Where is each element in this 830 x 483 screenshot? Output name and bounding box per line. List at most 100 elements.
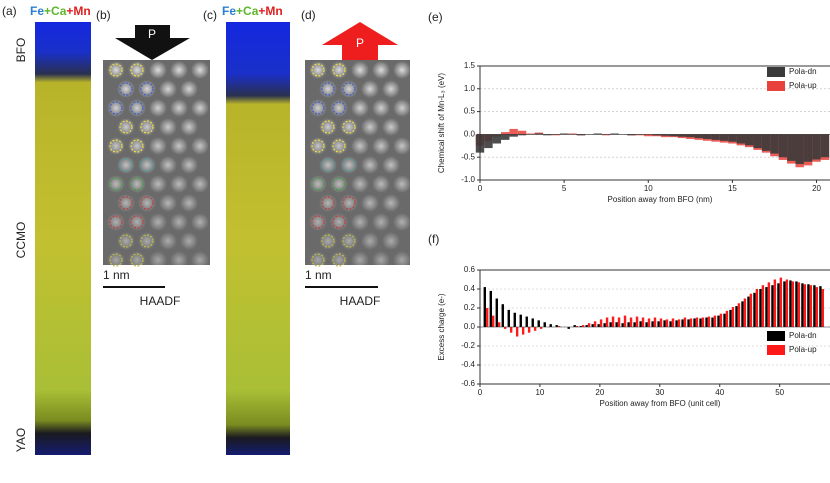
panel-label: (d) bbox=[301, 8, 316, 22]
area-slice bbox=[559, 133, 569, 135]
bar bbox=[519, 314, 522, 327]
bar bbox=[593, 321, 597, 327]
area-slice bbox=[660, 134, 670, 136]
area-slice bbox=[610, 133, 619, 135]
atom-column bbox=[361, 118, 379, 136]
bar bbox=[807, 284, 810, 327]
atom-column bbox=[159, 194, 177, 212]
atom-column bbox=[382, 194, 400, 212]
legend-label: Pola-dn bbox=[789, 331, 817, 340]
atom-column bbox=[180, 194, 198, 212]
bar bbox=[803, 284, 807, 327]
axes-frame bbox=[479, 65, 830, 181]
layer-label: CCMO bbox=[14, 222, 28, 259]
bar bbox=[491, 315, 495, 327]
bar bbox=[669, 321, 672, 327]
bar bbox=[747, 296, 750, 327]
area-slice bbox=[753, 134, 762, 149]
atom-marker bbox=[321, 82, 335, 96]
atom-column bbox=[393, 99, 411, 117]
eds-map bbox=[226, 22, 290, 455]
bar bbox=[555, 325, 558, 327]
bar bbox=[527, 327, 531, 333]
atom-marker bbox=[311, 215, 325, 229]
bar bbox=[635, 316, 639, 327]
atom-marker bbox=[109, 253, 123, 267]
bar bbox=[701, 317, 705, 327]
atom-column bbox=[382, 156, 400, 174]
legend-swatch bbox=[767, 81, 785, 91]
bar bbox=[771, 285, 774, 327]
area-slice bbox=[509, 128, 518, 135]
bar bbox=[713, 315, 717, 327]
bar bbox=[717, 315, 720, 327]
atom-column bbox=[393, 213, 411, 231]
area-slice bbox=[719, 134, 729, 141]
area-slice bbox=[484, 134, 493, 149]
atom-marker bbox=[109, 177, 123, 191]
bar bbox=[591, 324, 594, 327]
area-slice bbox=[803, 134, 813, 162]
x-tick-label: 0 bbox=[478, 184, 483, 193]
x-tick-label: 50 bbox=[775, 388, 784, 397]
atom-marker bbox=[332, 139, 346, 153]
bar bbox=[743, 298, 747, 327]
bar bbox=[707, 316, 711, 327]
panel-label: (f) bbox=[428, 232, 439, 246]
legend-swatch bbox=[767, 331, 785, 341]
atom-marker bbox=[140, 82, 154, 96]
atom-marker bbox=[119, 82, 133, 96]
x-axis-label: Position away from BFO (nm) bbox=[608, 195, 713, 204]
legend-label: Pola-dn bbox=[789, 67, 817, 76]
bar bbox=[809, 285, 813, 327]
area-slice bbox=[652, 134, 661, 136]
x-tick-label: 10 bbox=[535, 388, 544, 397]
atom-marker bbox=[332, 253, 346, 267]
atom-marker bbox=[130, 139, 144, 153]
bar bbox=[711, 317, 714, 327]
polarization-arrow bbox=[115, 25, 190, 60]
bar bbox=[777, 283, 780, 327]
atom-marker bbox=[130, 215, 144, 229]
bar bbox=[549, 324, 552, 327]
image-label: HAADF bbox=[340, 294, 381, 308]
atom-column bbox=[149, 137, 167, 155]
atom-column bbox=[382, 80, 400, 98]
arrow-label: P bbox=[148, 27, 156, 41]
panel-label: (b) bbox=[96, 8, 111, 22]
y-tick-label: 1.0 bbox=[464, 84, 476, 93]
atom-column bbox=[191, 61, 209, 79]
atom-marker bbox=[332, 177, 346, 191]
bar bbox=[773, 279, 777, 327]
bar bbox=[783, 281, 786, 327]
atom-marker bbox=[342, 120, 356, 134]
area-slice bbox=[686, 134, 695, 138]
area-slice bbox=[501, 132, 510, 135]
bar bbox=[609, 322, 612, 327]
bar bbox=[729, 309, 732, 327]
bar bbox=[821, 289, 825, 327]
atom-column bbox=[351, 213, 369, 231]
bar bbox=[537, 320, 540, 327]
atom-column bbox=[170, 99, 188, 117]
atom-marker bbox=[109, 139, 123, 153]
bar bbox=[507, 309, 510, 327]
atom-marker bbox=[130, 101, 144, 115]
panel-label: (c) bbox=[203, 8, 217, 22]
bar bbox=[521, 327, 525, 335]
axes-frame bbox=[479, 269, 830, 385]
y-tick-label: 0.0 bbox=[464, 130, 476, 139]
haadf-image bbox=[305, 60, 411, 269]
y-tick-label: 0.5 bbox=[464, 107, 476, 116]
bar bbox=[651, 321, 654, 327]
bar bbox=[663, 320, 666, 327]
bar bbox=[621, 323, 624, 327]
area-slice bbox=[761, 134, 771, 151]
area-slice bbox=[702, 134, 712, 139]
atom-column bbox=[361, 194, 379, 212]
area-slice bbox=[711, 134, 720, 140]
bar bbox=[671, 318, 675, 327]
area-slice bbox=[669, 134, 678, 137]
atom-marker bbox=[140, 196, 154, 210]
bar bbox=[495, 298, 498, 327]
